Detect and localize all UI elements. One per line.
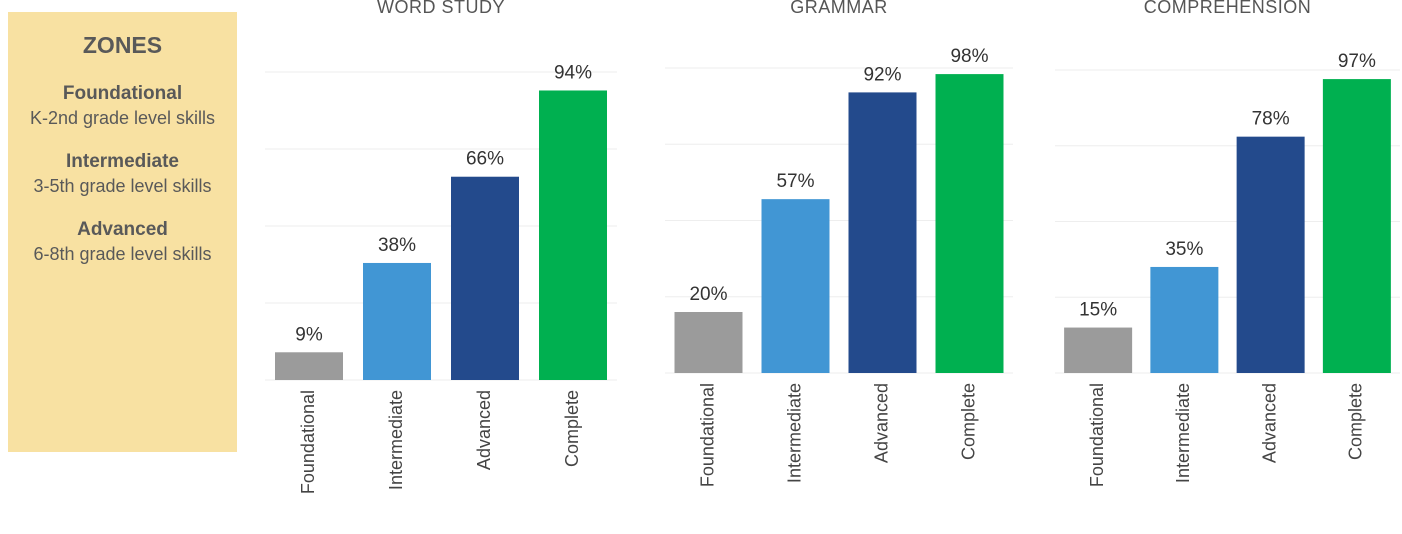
zone-desc: K-2nd grade level skills [29, 108, 216, 128]
bar [1150, 266, 1219, 373]
bar [363, 262, 431, 380]
zone-desc: 6-8th grade level skills [33, 244, 212, 264]
value-label: 78% [1252, 109, 1290, 130]
value-label: 94% [554, 62, 592, 83]
bar [1236, 136, 1305, 373]
zone-name: Foundational [62, 83, 183, 104]
x-tick-label: Intermediate [1173, 383, 1193, 483]
x-tick-label: Foundational [298, 390, 318, 494]
chart-title: GRAMMAR [790, 0, 888, 17]
x-tick-label: Complete [1346, 383, 1366, 460]
value-label: 66% [466, 149, 504, 170]
zone-desc: 3-5th grade level skills [33, 176, 212, 196]
bar [1322, 79, 1391, 373]
value-label: 57% [776, 171, 814, 192]
value-label: 9% [295, 324, 323, 345]
zones-title: ZONES [82, 32, 163, 58]
chart-title: WORD STUDY [377, 0, 505, 17]
bar [761, 199, 830, 373]
bar [848, 92, 917, 374]
value-label: 98% [950, 46, 988, 67]
x-tick-label: Foundational [697, 383, 717, 487]
x-tick-label: Intermediate [386, 390, 406, 490]
x-tick-label: Complete [562, 390, 582, 467]
value-label: 35% [1165, 239, 1203, 260]
value-label: 92% [863, 64, 901, 85]
value-label: 97% [1338, 51, 1376, 72]
zone-name: Advanced [77, 219, 168, 240]
x-tick-label: Complete [958, 383, 978, 460]
zone-name: Intermediate [66, 151, 179, 172]
x-tick-label: Advanced [871, 383, 891, 463]
bar [275, 352, 343, 380]
x-tick-label: Foundational [1087, 383, 1107, 487]
bar [674, 312, 743, 373]
value-label: 15% [1079, 300, 1117, 321]
x-tick-label: Intermediate [784, 383, 804, 483]
x-tick-label: Advanced [1259, 383, 1279, 463]
bar [539, 90, 607, 380]
chart-title: COMPREHENSION [1144, 0, 1312, 17]
value-label: 20% [689, 284, 727, 305]
zones-panel: ZONES Foundational K-2nd grade level skil… [8, 12, 237, 452]
x-tick-label: Advanced [474, 390, 494, 470]
value-label: 38% [378, 235, 416, 256]
bar [935, 74, 1004, 373]
bar [1064, 327, 1133, 373]
bar [451, 176, 519, 380]
